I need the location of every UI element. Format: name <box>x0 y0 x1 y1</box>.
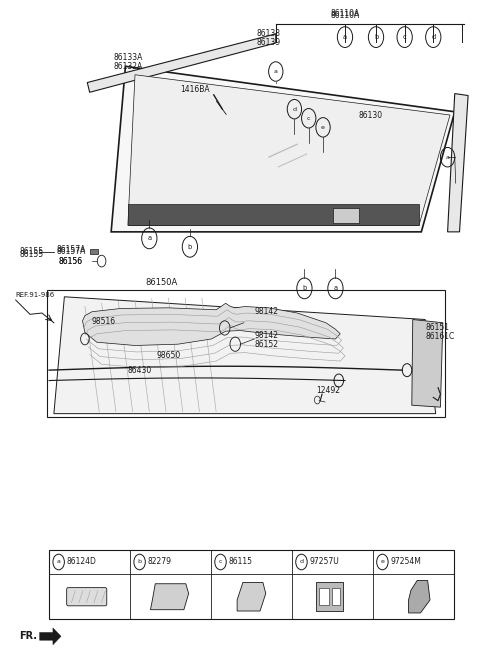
Text: 12492: 12492 <box>316 387 340 396</box>
Polygon shape <box>128 204 419 226</box>
Text: e: e <box>321 125 325 130</box>
Polygon shape <box>150 584 189 610</box>
Circle shape <box>97 255 106 267</box>
FancyBboxPatch shape <box>90 249 98 254</box>
Polygon shape <box>54 297 436 413</box>
Text: FR.: FR. <box>20 631 37 642</box>
Text: a: a <box>147 235 151 241</box>
Text: 86156: 86156 <box>59 257 83 265</box>
Text: 86157A: 86157A <box>56 247 85 256</box>
FancyBboxPatch shape <box>316 582 343 611</box>
Polygon shape <box>237 582 266 611</box>
Polygon shape <box>447 94 468 232</box>
Polygon shape <box>83 303 340 346</box>
FancyBboxPatch shape <box>47 290 445 417</box>
Text: 97254M: 97254M <box>390 557 421 567</box>
Text: 98142: 98142 <box>254 331 278 340</box>
Text: a: a <box>343 34 347 40</box>
Text: 86110A: 86110A <box>330 10 360 20</box>
Text: 1416BA: 1416BA <box>180 85 209 94</box>
Text: 86430: 86430 <box>128 366 152 376</box>
Text: d: d <box>292 107 297 111</box>
Text: b: b <box>188 244 192 250</box>
Text: 86152: 86152 <box>254 340 278 349</box>
Text: d: d <box>300 559 303 565</box>
FancyBboxPatch shape <box>319 588 329 605</box>
Text: c: c <box>219 559 222 565</box>
FancyBboxPatch shape <box>333 209 360 223</box>
Text: REF.91-986: REF.91-986 <box>16 292 55 298</box>
Text: a: a <box>334 286 337 291</box>
Text: 86150A: 86150A <box>145 278 178 287</box>
Text: 86151: 86151 <box>425 323 449 333</box>
Polygon shape <box>408 580 430 613</box>
Text: 86155: 86155 <box>20 250 44 259</box>
Text: 86157A: 86157A <box>56 245 85 254</box>
Polygon shape <box>111 67 455 232</box>
Text: e: e <box>381 559 384 565</box>
Polygon shape <box>39 628 61 645</box>
Text: 97257U: 97257U <box>309 557 339 567</box>
Text: a: a <box>274 69 278 74</box>
Text: 86138: 86138 <box>257 29 281 38</box>
Text: a: a <box>445 155 450 160</box>
Polygon shape <box>87 34 276 93</box>
Text: 86115: 86115 <box>228 557 252 567</box>
Text: 98650: 98650 <box>156 351 180 360</box>
Text: 86133A: 86133A <box>113 53 143 63</box>
Text: 98142: 98142 <box>254 307 278 316</box>
Text: c: c <box>403 34 407 40</box>
Text: 82279: 82279 <box>147 557 171 567</box>
Text: 86155: 86155 <box>20 248 44 256</box>
Text: 86132A: 86132A <box>113 62 143 71</box>
Polygon shape <box>128 75 450 226</box>
Text: 98516: 98516 <box>91 317 115 326</box>
Text: b: b <box>374 34 378 40</box>
Text: 86130: 86130 <box>359 111 383 120</box>
Text: a: a <box>57 559 60 565</box>
Text: b: b <box>302 286 307 291</box>
Text: 86139: 86139 <box>257 38 281 47</box>
Text: b: b <box>138 559 142 565</box>
FancyBboxPatch shape <box>67 587 107 606</box>
Polygon shape <box>412 319 443 407</box>
Text: c: c <box>307 116 311 121</box>
Text: 86110A: 86110A <box>330 8 360 18</box>
Text: 86161C: 86161C <box>425 332 455 341</box>
Text: 86124D: 86124D <box>66 557 96 567</box>
Text: d: d <box>431 34 435 40</box>
Text: 86156: 86156 <box>59 257 83 265</box>
FancyBboxPatch shape <box>332 588 340 605</box>
